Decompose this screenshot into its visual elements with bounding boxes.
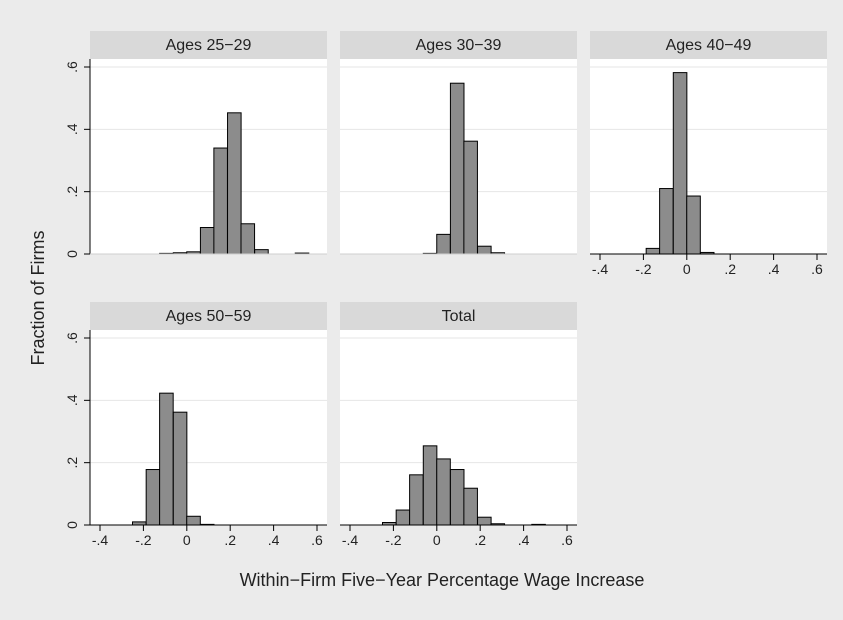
x-tick-label: .2: [224, 532, 236, 548]
x-tick-label: -.2: [385, 532, 402, 548]
x-tick-label: -.4: [592, 261, 609, 277]
x-tick-label: .2: [724, 261, 736, 277]
histogram-bar: [436, 458, 451, 526]
y-axis-title: Fraction of Firms: [28, 230, 48, 365]
x-tick-label: 0: [683, 261, 691, 277]
x-tick-label: 0: [183, 532, 191, 548]
histogram-bar: [477, 516, 492, 526]
histogram-bar: [172, 411, 188, 526]
x-tick-label: 0: [433, 532, 441, 548]
x-tick-label: .4: [268, 532, 280, 548]
histogram-bar: [240, 223, 256, 255]
panel-header: [340, 31, 577, 59]
histogram-bar: [409, 474, 424, 526]
panel-4: Ages 50−59 0 .2 .4 .6 -.4 -.2 0 .2 .4 .6: [64, 302, 327, 548]
histogram-bar: [227, 112, 242, 255]
panel-header: [90, 302, 327, 330]
histogram-bar: [686, 195, 701, 255]
x-tick-label: .6: [311, 532, 323, 548]
histogram-bar: [395, 509, 411, 526]
histogram-bar: [159, 392, 174, 526]
histogram-bar: [659, 188, 674, 255]
x-tick-label: .4: [518, 532, 530, 548]
x-tick-label: -.2: [635, 261, 652, 277]
histogram-bar: [463, 140, 478, 255]
histogram-bar: [449, 469, 465, 526]
panel-header: [340, 302, 577, 330]
y-tick-label: .4: [64, 123, 80, 135]
histogram-bar: [436, 233, 451, 255]
y-tick-label: .4: [64, 394, 80, 406]
x-tick-label: -.4: [342, 532, 359, 548]
x-tick-label: .6: [811, 261, 823, 277]
histogram-bar: [145, 469, 161, 526]
plot-area: [90, 330, 327, 525]
panel-title: Ages 30−39: [416, 37, 502, 54]
plot-area: [590, 59, 827, 254]
histogram-bar: [672, 72, 688, 255]
panel-2: Ages 30−39: [340, 31, 577, 255]
x-tick-label: .6: [561, 532, 573, 548]
histogram-bar: [645, 247, 661, 255]
x-axis-title: Within−Firm Five−Year Percentage Wage In…: [240, 570, 645, 590]
panel-header: [590, 31, 827, 59]
y-tick-label: 0: [64, 521, 80, 529]
y-tick-label: .6: [64, 61, 80, 73]
histogram-bar: [449, 82, 465, 255]
histogram-bar: [463, 487, 478, 526]
x-tick-label: .2: [474, 532, 486, 548]
panel-3: Ages 40−49 -.4 -.2 0 .2 .4 .6: [590, 31, 827, 277]
histogram-bar: [477, 245, 492, 255]
x-tick-label: -.2: [135, 532, 152, 548]
y-tick-label: .6: [64, 332, 80, 344]
histogram-bar: [254, 249, 269, 255]
y-tick-label: 0: [64, 250, 80, 258]
histogram-bar: [186, 515, 201, 526]
panel-title: Ages 40−49: [666, 37, 752, 54]
histogram-bar: [213, 147, 228, 255]
histogram-bar: [422, 445, 438, 526]
y-tick-label: .2: [64, 186, 80, 198]
y-tick-label: .2: [64, 457, 80, 469]
histogram-bar: [199, 227, 215, 255]
panel-title: Ages 25−29: [166, 37, 252, 54]
panel-title: Total: [442, 308, 476, 325]
panel-1: Ages 25−29 0 .2 .4 .6: [64, 31, 327, 258]
plot-area: [90, 59, 327, 254]
panel-5: Total -.4 -.2 0 .2 .4 .6: [340, 302, 577, 548]
x-tick-label: -.4: [92, 532, 109, 548]
panel-header: [90, 31, 327, 59]
x-tick-label: .4: [768, 261, 780, 277]
panel-title: Ages 50−59: [166, 308, 252, 325]
